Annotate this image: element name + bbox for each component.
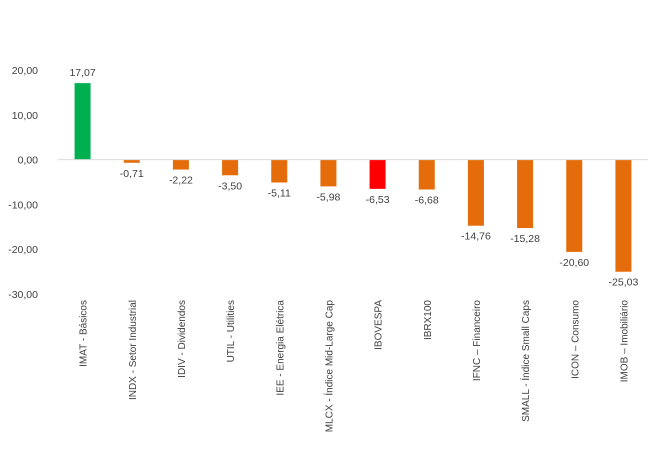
x-tick-label: SMALL - Índice Small Caps xyxy=(519,300,532,422)
x-tick-label: IMOB – Imobiliário xyxy=(619,300,630,383)
x-tick-label: ICON – Consumo xyxy=(570,300,581,379)
bar xyxy=(123,159,140,163)
bar xyxy=(271,159,288,183)
x-tick-label: IFNC – Financeiro xyxy=(472,300,483,382)
bars xyxy=(74,83,632,272)
bar xyxy=(615,159,632,272)
data-label: -0,71 xyxy=(120,168,144,180)
bar xyxy=(418,159,435,190)
bar xyxy=(74,83,91,160)
data-label: -15,28 xyxy=(510,233,540,245)
bar xyxy=(517,159,534,229)
x-tick-label: IEE - Energia Elétrica xyxy=(275,300,286,396)
data-label: -6,53 xyxy=(366,194,390,206)
bar xyxy=(566,159,583,252)
data-label: -25,03 xyxy=(609,277,639,289)
data-label: -2,22 xyxy=(169,175,193,187)
x-tick-label: IBRX100 xyxy=(423,300,434,340)
y-tick-label: 0,00 xyxy=(18,155,39,167)
data-label: -6,68 xyxy=(415,195,439,207)
x-axis-labels: IMAT - Básicos INDX - Setor Industrial IDI… xyxy=(79,300,631,433)
bar xyxy=(369,159,386,189)
y-tick-label: 10,00 xyxy=(12,110,38,122)
y-tick-label: -10,00 xyxy=(8,199,38,211)
y-tick-label: -20,00 xyxy=(8,244,38,256)
x-tick-label: INDX - Setor Industrial xyxy=(128,300,139,400)
x-tick-label: MLCX - Índice Mid-Large Cap xyxy=(322,300,335,433)
x-tick-label: IBOVESPA xyxy=(374,300,385,350)
bar xyxy=(320,159,337,187)
y-tick-label: 20,00 xyxy=(12,65,38,77)
data-label: 17,07 xyxy=(69,67,95,79)
data-label: -3,50 xyxy=(218,180,242,192)
y-axis: 20,00 10,00 0,00 -10,00 -20,00 -30,00 xyxy=(8,65,38,301)
bar xyxy=(172,159,189,170)
bar xyxy=(467,159,484,226)
y-tick-label: -30,00 xyxy=(8,289,38,301)
bar xyxy=(222,159,239,176)
data-label: -20,60 xyxy=(559,257,589,269)
x-tick-label: IDIV - Dividendos xyxy=(177,300,188,378)
data-label: -5,11 xyxy=(268,187,291,199)
x-tick-label: UTIL - Utilities xyxy=(226,300,237,362)
data-label: -14,76 xyxy=(461,231,491,243)
x-tick-label: IMAT - Básicos xyxy=(79,300,90,367)
value-labels: 17,07 -0,71 -2,22 -3,50 -5,11 -5,98 -6,53 -6,68… xyxy=(69,67,638,289)
data-label: -5,98 xyxy=(316,191,340,203)
